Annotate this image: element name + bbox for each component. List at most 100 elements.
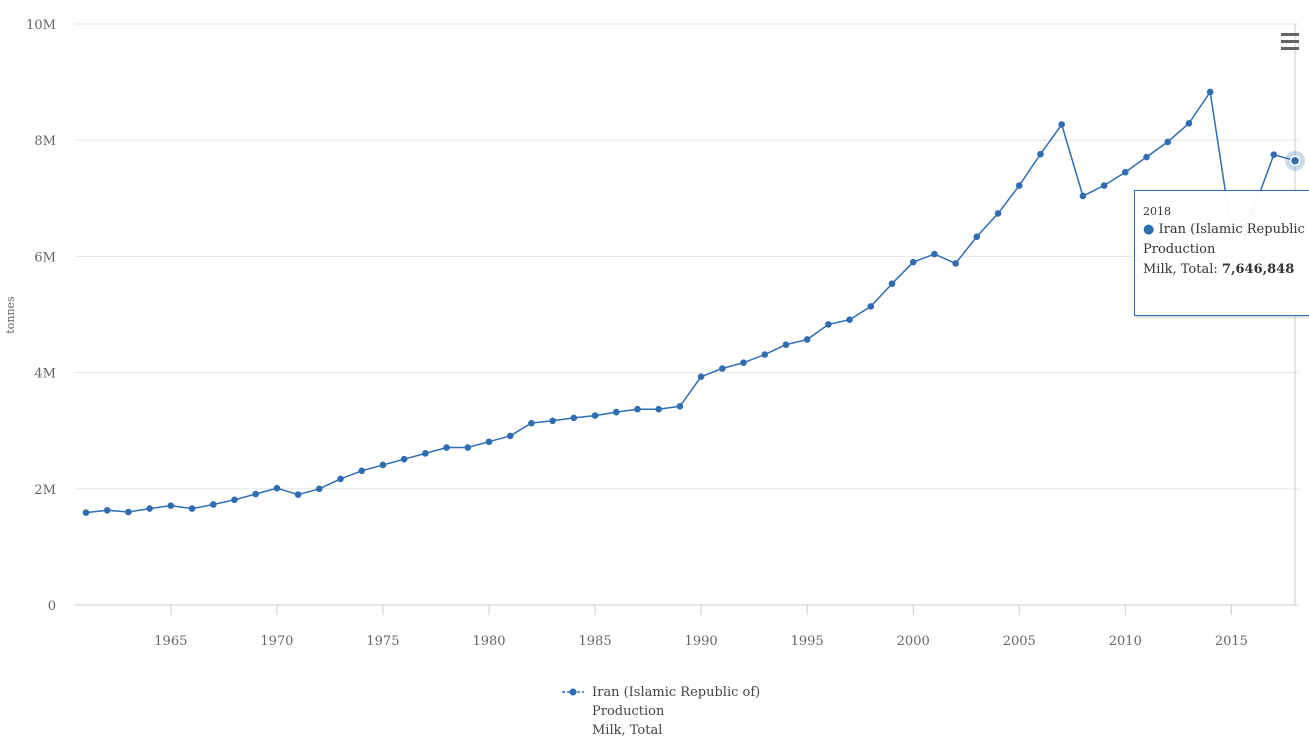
y-tick-label: 4M — [34, 367, 56, 382]
data-point[interactable] — [973, 233, 981, 240]
y-tick-label: 2M — [34, 483, 56, 498]
series-line — [85, 89, 1296, 514]
legend-element: Production — [592, 704, 665, 719]
hamburger-menu-icon-bar — [1281, 40, 1299, 43]
data-point[interactable] — [252, 490, 259, 498]
data-point[interactable] — [846, 316, 853, 324]
hamburger-menu-icon-bar — [1281, 47, 1299, 50]
data-point[interactable] — [316, 485, 323, 493]
data-point[interactable] — [294, 491, 302, 498]
data-point[interactable] — [994, 210, 1002, 217]
tooltip-value: 7,646,848 — [1221, 262, 1295, 277]
data-point[interactable] — [528, 419, 535, 427]
data-point[interactable] — [337, 475, 344, 483]
x-tick-label: 1990 — [685, 634, 718, 649]
data-point[interactable] — [1015, 182, 1023, 189]
data-point[interactable] — [485, 438, 493, 446]
x-tick-label: 2010 — [1109, 634, 1142, 649]
data-point[interactable] — [146, 505, 153, 512]
x-tick-label: 1975 — [366, 634, 399, 649]
x-axis: 1965 1970 1975 1980 1985 1990 1995 2000 2005 2010… — [154, 605, 1248, 649]
x-tick-label: 2005 — [1003, 634, 1036, 649]
data-point[interactable] — [761, 351, 769, 358]
data-point[interactable] — [1164, 138, 1172, 146]
data-point[interactable] — [888, 280, 896, 288]
data-point[interactable] — [1058, 121, 1065, 128]
y-axis-title: tonnes — [4, 296, 17, 334]
y-tick-label: 10M — [26, 18, 56, 33]
data-point[interactable] — [591, 412, 599, 419]
data-point[interactable] — [952, 260, 959, 267]
data-point[interactable] — [1206, 88, 1214, 96]
data-point[interactable] — [358, 467, 366, 475]
y-tick-label: 8M — [34, 134, 56, 149]
data-point[interactable] — [379, 461, 387, 469]
data-point[interactable] — [931, 250, 938, 258]
y-axis: 0 2M 4M 6M 8M 10M — [26, 18, 56, 614]
x-tick-label: 1980 — [472, 634, 505, 649]
data-point[interactable] — [1270, 151, 1278, 159]
data-point[interactable] — [1100, 182, 1108, 189]
x-tick-label: 1985 — [579, 634, 612, 649]
data-point[interactable] — [782, 341, 790, 349]
data-point[interactable] — [188, 505, 196, 512]
data-point[interactable] — [1185, 120, 1193, 127]
data-point[interactable] — [634, 405, 641, 413]
data-point[interactable] — [167, 502, 175, 509]
data-point[interactable] — [506, 432, 514, 440]
series-dot-icon: ● — [1143, 222, 1155, 237]
data-point[interactable] — [231, 496, 238, 504]
legend-series-name: Iran (Islamic Republic of) — [592, 685, 761, 700]
x-tick-label: 1970 — [260, 634, 293, 649]
series-iran[interactable] — [82, 88, 1299, 516]
legend-item-iran[interactable]: Iran (Islamic Republic of) Production Mi… — [562, 683, 760, 740]
data-point[interactable] — [612, 408, 620, 416]
hovered-point-marker[interactable] — [1285, 150, 1305, 171]
data-point[interactable] — [464, 444, 472, 451]
data-point[interactable] — [740, 359, 747, 367]
data-point[interactable] — [676, 402, 684, 410]
data-point[interactable] — [1037, 150, 1044, 158]
hovered-point[interactable] — [1289, 155, 1301, 166]
chart-menu-button[interactable] — [1279, 30, 1301, 56]
data-point[interactable] — [825, 321, 832, 328]
data-point[interactable] — [422, 450, 429, 457]
tooltip-series-name: Iran (Islamic Republic of) — [1158, 222, 1309, 237]
x-tick-label: 1995 — [791, 634, 824, 649]
data-point[interactable] — [655, 405, 662, 413]
y-tick-label: 6M — [34, 250, 56, 265]
data-point[interactable] — [443, 444, 450, 451]
x-tick-label: 2015 — [1215, 634, 1248, 649]
data-point[interactable] — [1079, 192, 1087, 200]
tooltip-element: Production — [1143, 242, 1216, 257]
hamburger-menu-icon — [1281, 33, 1299, 36]
data-point[interactable] — [697, 373, 705, 380]
tooltip-series-row: ● Iran (Islamic Republic of) — [1143, 220, 1309, 240]
data-point[interactable] — [103, 506, 111, 514]
y-tick-label: 0 — [48, 599, 56, 614]
tooltip-value-row: Milk, Total: 7,646,848 — [1143, 260, 1309, 280]
data-point[interactable] — [549, 417, 556, 425]
data-point[interactable] — [570, 414, 578, 422]
data-tooltip: 2018 ● Iran (Islamic Republic of) Produc… — [1134, 190, 1309, 316]
data-point[interactable] — [803, 336, 811, 343]
line-marker-icon — [562, 688, 584, 696]
x-tick-label: 1965 — [154, 634, 187, 649]
data-point[interactable] — [125, 508, 132, 516]
data-point[interactable] — [209, 501, 217, 508]
data-point[interactable] — [1143, 153, 1150, 161]
tooltip-date: 2018 — [1143, 205, 1171, 218]
tooltip-item-label: Milk, Total: — [1143, 262, 1222, 277]
legend-item: Milk, Total — [592, 723, 663, 738]
data-point[interactable] — [719, 365, 726, 372]
x-tick-label: 2000 — [897, 634, 930, 649]
data-point[interactable] — [400, 455, 408, 463]
data-point[interactable] — [82, 509, 90, 516]
data-point[interactable] — [909, 258, 917, 266]
legend-text: Iran (Islamic Republic of) Production Mi… — [592, 683, 760, 740]
data-point[interactable] — [1122, 168, 1129, 176]
data-point[interactable] — [273, 484, 281, 492]
data-point[interactable] — [867, 303, 875, 310]
gridlines — [75, 23, 1299, 606]
